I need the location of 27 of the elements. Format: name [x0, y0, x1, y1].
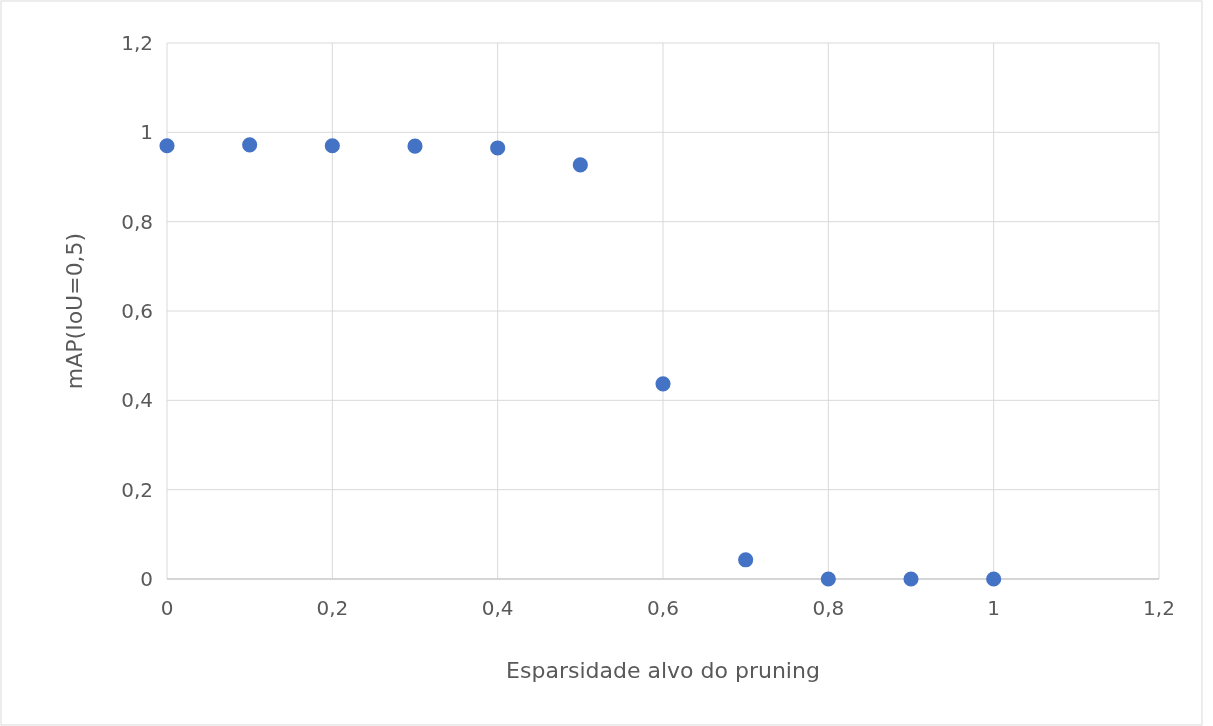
- point: [903, 571, 919, 587]
- y-tick-label: 1,2: [121, 31, 153, 55]
- x-tick-label: 0: [160, 596, 174, 620]
- point: [572, 157, 588, 173]
- y-axis-title: mAP(IoU=0,5): [62, 232, 87, 390]
- y-tick-label: 0,2: [121, 477, 153, 502]
- x-tick-label: 0,6: [647, 596, 679, 620]
- point: [242, 137, 258, 153]
- point: [738, 552, 754, 568]
- y-tick-label: 0: [140, 567, 153, 591]
- y-tick-label: 0,6: [121, 299, 153, 323]
- point: [655, 376, 671, 392]
- x-tick-label: 0,8: [812, 596, 845, 620]
- point: [407, 138, 423, 154]
- x-tick-label: 1: [987, 596, 1001, 620]
- x-tick-label: 0,2: [316, 596, 349, 620]
- x-tick-label: 0,4: [481, 596, 514, 620]
- point: [820, 571, 836, 587]
- y-tick-label: 0,8: [121, 209, 153, 234]
- point: [490, 140, 506, 156]
- x-tick-label: 1,2: [1143, 596, 1175, 620]
- point: [324, 138, 340, 154]
- y-tick-label: 0,4: [121, 388, 153, 413]
- y-tick-label: 1: [140, 120, 153, 145]
- x-axis-title: Esparsidade alvo do pruning: [506, 658, 820, 683]
- point: [159, 138, 175, 154]
- point: [986, 571, 1002, 587]
